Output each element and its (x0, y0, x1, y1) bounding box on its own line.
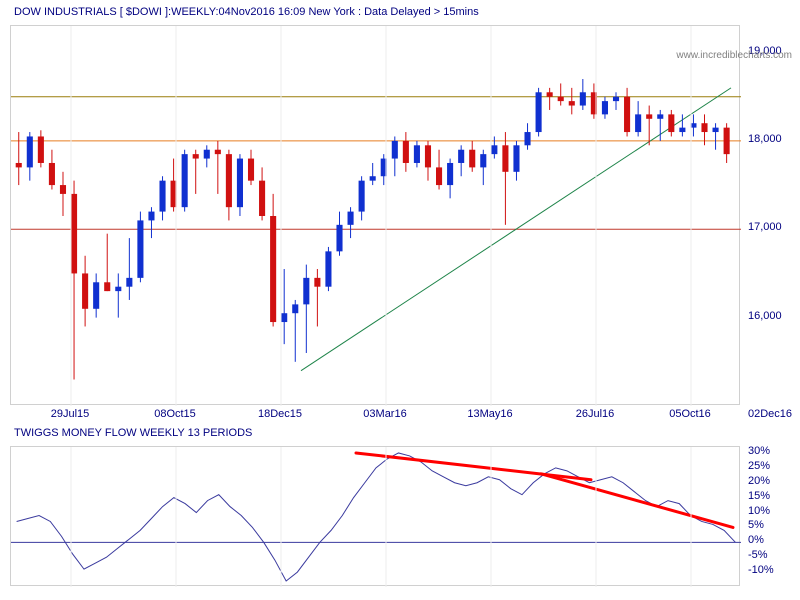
sub-y-tick-label: 15% (748, 490, 770, 502)
x-tick-label: 26Jul16 (576, 408, 615, 420)
main-chart (10, 25, 740, 405)
sub-y-tick-label: 5% (748, 519, 764, 531)
sub-y-tick-label: 30% (748, 445, 770, 457)
x-tick-label: 18Dec15 (258, 408, 302, 420)
sub-chart (10, 446, 740, 586)
y-tick-label: 17,000 (748, 221, 782, 233)
sub-y-tick-label: 0% (748, 534, 764, 546)
sub-y-tick-label: -5% (748, 549, 768, 561)
x-tick-label: 08Oct15 (154, 408, 196, 420)
main-chart-title: DOW INDUSTRIALS [ $DOWI ]:WEEKLY:04Nov20… (14, 6, 479, 18)
y-tick-label: 16,000 (748, 310, 782, 322)
y-tick-label: 18,000 (748, 133, 782, 145)
x-tick-label: 02Dec16 (748, 408, 792, 420)
x-tick-label: 29Jul15 (51, 408, 90, 420)
sub-y-tick-label: 25% (748, 460, 770, 472)
x-tick-label: 03Mar16 (363, 408, 406, 420)
sub-y-tick-label: -10% (748, 564, 774, 576)
sub-y-tick-label: 20% (748, 475, 770, 487)
sub-y-tick-label: 10% (748, 505, 770, 517)
x-tick-label: 05Oct16 (669, 408, 711, 420)
sub-chart-title: TWIGGS MONEY FLOW WEEKLY 13 PERIODS (14, 427, 252, 439)
chart-container: DOW INDUSTRIALS [ $DOWI ]:WEEKLY:04Nov20… (0, 0, 800, 600)
x-tick-label: 13May16 (467, 408, 512, 420)
watermark: www.incrediblecharts.com (676, 50, 792, 61)
